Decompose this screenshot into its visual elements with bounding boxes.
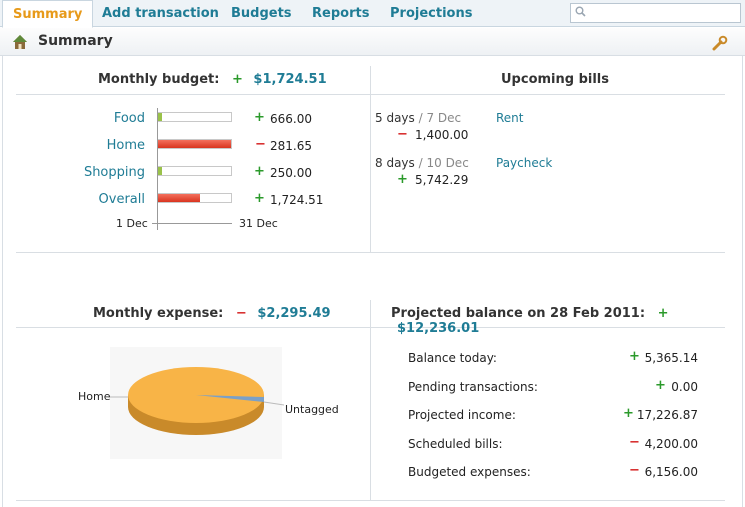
monthly-expense-amount[interactable]: $2,295.49 xyxy=(257,306,331,321)
divider xyxy=(16,252,725,253)
budget-fill xyxy=(158,167,163,175)
projected-header: Projected balance on 28 Feb 2011: + $12,… xyxy=(391,306,745,336)
expense-sign: − xyxy=(235,306,247,321)
monthly-budget-amount[interactable]: $1,724.51 xyxy=(253,72,327,87)
projection-label: Scheduled bills: xyxy=(408,437,503,451)
tab-add-transaction[interactable]: Add transaction xyxy=(102,6,219,21)
projected-sign: + xyxy=(657,306,669,321)
bill-date: 7 Dec xyxy=(426,111,462,125)
budget-sign: + xyxy=(254,110,265,125)
projection-label: Budgeted expenses: xyxy=(408,465,531,479)
budget-bar-home xyxy=(157,139,232,149)
budget-value-food: 666.00 xyxy=(270,112,312,126)
tab-bar: Summary Add transaction Budgets Reports … xyxy=(0,0,745,28)
expense-pie-chart: Home Untagged xyxy=(78,347,339,459)
page-title: Summary xyxy=(38,33,113,49)
projection-value: 0.00 xyxy=(671,380,698,394)
projection-sign: + xyxy=(629,349,640,364)
monthly-budget-header: Monthly budget: + $1,724.51 xyxy=(98,72,327,87)
bill-sign: − xyxy=(397,127,408,142)
bill-amount: 5,742.29 xyxy=(415,173,469,187)
budget-axis xyxy=(152,223,232,224)
budget-fill xyxy=(158,140,231,148)
budget-sign: + xyxy=(254,164,265,179)
divider xyxy=(370,300,371,500)
monthly-expense-header: Monthly expense: − $2,295.49 xyxy=(93,306,331,321)
projection-value: 6,156.00 xyxy=(644,465,698,479)
divider xyxy=(16,500,725,501)
summary-panel xyxy=(2,56,743,507)
home-icon xyxy=(12,34,28,50)
search-icon xyxy=(575,6,586,20)
budget-category-home[interactable]: Home xyxy=(106,138,145,153)
tab-budgets[interactable]: Budgets xyxy=(231,6,292,21)
divider xyxy=(370,66,371,252)
monthly-expense-label: Monthly expense: xyxy=(93,306,224,321)
bill-due: 8 days / 10 Dec xyxy=(375,156,469,170)
bill-days: 8 days xyxy=(375,156,415,170)
projection-label: Balance today: xyxy=(408,351,497,365)
projected-label: Projected balance on 28 Feb 2011: xyxy=(391,306,646,321)
projection-value: 5,365.14 xyxy=(644,351,698,365)
budget-category-shopping[interactable]: Shopping xyxy=(83,165,145,180)
bill-date-sep: / xyxy=(418,111,423,125)
budget-fill xyxy=(158,194,201,202)
bill-date-sep: / xyxy=(418,156,423,170)
projection-value: 17,226.87 xyxy=(636,408,698,422)
projection-value: 4,200.00 xyxy=(644,437,698,451)
search-input[interactable] xyxy=(570,3,741,23)
projected-amount[interactable]: $12,236.01 xyxy=(397,321,480,336)
projection-label: Pending transactions: xyxy=(408,380,538,394)
bill-date: 10 Dec xyxy=(426,156,469,170)
budget-value-home: 281.65 xyxy=(270,139,312,153)
projection-sign: + xyxy=(623,406,634,421)
projection-label: Projected income: xyxy=(408,408,516,422)
upcoming-bills-title: Upcoming bills xyxy=(501,72,609,87)
tab-summary[interactable]: Summary xyxy=(2,0,94,28)
budget-sign: + xyxy=(231,72,243,87)
bill-name-paycheck[interactable]: Paycheck xyxy=(496,156,553,170)
budget-value-overall: 1,724.51 xyxy=(270,193,324,207)
pie-label-home: Home xyxy=(78,390,111,403)
budget-category-food[interactable]: Food xyxy=(113,111,145,126)
budget-sign: + xyxy=(254,191,265,206)
projection-sign: − xyxy=(629,435,640,450)
tab-projections[interactable]: Projections xyxy=(390,6,473,21)
bill-due: 5 days / 7 Dec xyxy=(375,111,461,125)
budget-bar-shopping xyxy=(157,166,232,176)
wrench-icon[interactable] xyxy=(712,35,728,55)
bill-days: 5 days xyxy=(375,111,415,125)
pie-label-untagged: Untagged xyxy=(285,403,339,416)
budget-value-shopping: 250.00 xyxy=(270,166,312,180)
pie-leader-untagged xyxy=(263,401,285,406)
projection-sign: − xyxy=(629,463,640,478)
bill-amount: 1,400.00 xyxy=(415,128,469,142)
budget-category-overall[interactable]: Overall xyxy=(98,192,145,207)
axis-end-label: 31 Dec xyxy=(239,217,278,230)
page-header: Summary xyxy=(0,28,745,56)
budget-bar-overall xyxy=(157,193,232,203)
budget-sign: − xyxy=(255,137,266,152)
monthly-budget-label: Monthly budget: xyxy=(98,72,220,87)
budget-axis xyxy=(157,108,158,230)
bill-sign: + xyxy=(397,172,408,187)
bill-name-rent[interactable]: Rent xyxy=(496,111,524,125)
pie-slice-untagged xyxy=(196,395,264,402)
projection-sign: + xyxy=(655,378,666,393)
axis-start-label: 1 Dec xyxy=(116,217,148,230)
tab-reports[interactable]: Reports xyxy=(312,6,370,21)
budget-bar-food xyxy=(157,112,232,122)
budget-fill xyxy=(158,113,163,121)
